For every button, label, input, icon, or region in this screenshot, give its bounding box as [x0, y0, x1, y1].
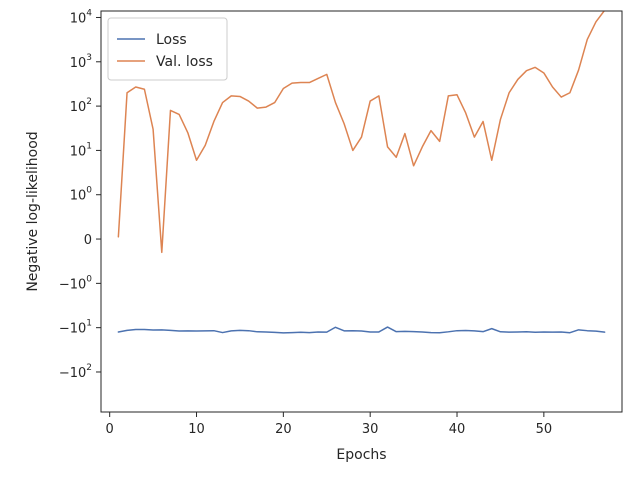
y-tick-label: −101 [59, 319, 92, 337]
x-tick-label: 0 [106, 422, 114, 437]
plot-frame [100, 10, 623, 413]
legend-label: Val. loss [156, 54, 213, 70]
y-tick-label: 101 [70, 141, 92, 159]
y-axis-label: Negative log-likelihood [25, 131, 41, 291]
x-tick-label: 20 [275, 422, 292, 437]
y-tick-label: 100 [70, 186, 93, 204]
y-tick-label: 103 [70, 53, 92, 71]
y-tick-label: 0 [84, 233, 92, 248]
y-tick-label: −102 [59, 363, 92, 381]
x-tick-label: 10 [188, 422, 205, 437]
x-axis-label: Epochs [336, 447, 386, 463]
x-tick-label: 30 [362, 422, 379, 437]
x-tick-label: 50 [536, 422, 553, 437]
x-tick-label: 40 [449, 422, 466, 437]
y-tick-label: −100 [59, 274, 92, 292]
y-tick-label: 102 [70, 97, 92, 115]
series-line-val-loss [117, 11, 606, 254]
y-tick-label: 104 [70, 8, 93, 26]
legend: Loss Val. loss [107, 17, 228, 81]
legend-box [107, 17, 228, 81]
legend-label: Loss [156, 32, 187, 48]
series-line-loss [117, 326, 606, 334]
